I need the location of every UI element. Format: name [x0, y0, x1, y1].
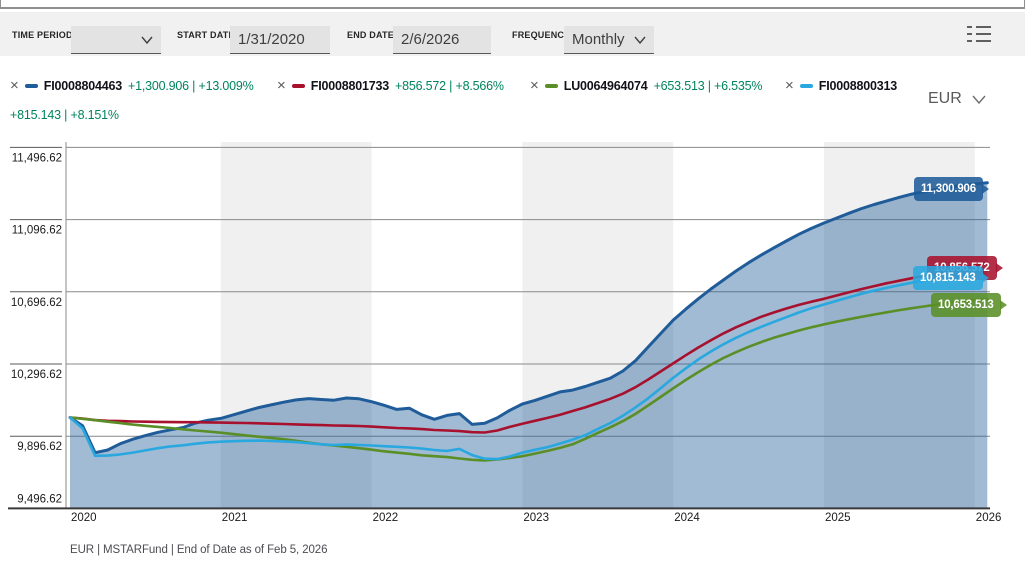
- currency-select[interactable]: EUR: [928, 90, 986, 108]
- remove-series-icon[interactable]: ×: [277, 77, 286, 94]
- chart-plot[interactable]: 11,496.62 11,096.62 10,696.62 10,296.62 9,89…: [0, 140, 1025, 544]
- series-line: [68, 269, 989, 461]
- remove-series-icon[interactable]: ×: [785, 77, 794, 94]
- series-color-dash: [544, 84, 558, 88]
- series-id: FI0008801733: [310, 79, 389, 93]
- series-id: FI0008800313: [818, 79, 897, 93]
- end-value-badge: 11,300.906: [914, 176, 989, 201]
- chevron-down-icon: [634, 36, 646, 44]
- x-axis-label: 2023: [523, 512, 549, 524]
- end-value-badge: 10,815.143: [913, 266, 989, 290]
- series-line: [68, 181, 989, 455]
- legend-list-icon[interactable]: [966, 23, 992, 51]
- start-date-input[interactable]: 1/31/2020: [230, 26, 330, 54]
- legend-item: × FI0008804463 +1,300.906 | +13.009%: [10, 76, 254, 96]
- y-axis-label: 11,096.62: [12, 225, 62, 237]
- end-date-input[interactable]: 2/6/2026: [393, 26, 491, 54]
- x-axis-label: 2021: [222, 512, 248, 524]
- time-period-label: TIME PERIOD: [12, 30, 73, 40]
- chart-area[interactable]: 11,496.62 11,096.62 10,696.62 10,296.62 9,89…: [0, 140, 1025, 544]
- legend-item: × FI0008801733 +856.572 | +8.566%: [277, 76, 504, 96]
- series-change-wrapped: +815.143 | +8.151%: [10, 108, 119, 122]
- series-color-dash: [291, 84, 305, 88]
- frequency-select[interactable]: Monthly: [564, 26, 654, 54]
- time-period-select[interactable]: [71, 26, 161, 54]
- chart-toolbar: TIME PERIOD START DATE 1/31/2020 END DAT…: [0, 12, 1025, 56]
- series-line: [68, 298, 989, 462]
- chart-source-note: EUR | MSTARFund | End of Date as of Feb …: [70, 544, 328, 556]
- x-axis-label: 2020: [71, 512, 97, 524]
- remove-series-icon[interactable]: ×: [10, 77, 19, 94]
- series-color-dash: [24, 84, 38, 88]
- y-axis-label: 10,696.62: [11, 297, 62, 309]
- chevron-down-icon: [141, 36, 153, 44]
- end-value-badge: 10,653.513: [931, 293, 1007, 317]
- start-date-label: START DATE: [177, 30, 235, 40]
- remove-series-icon[interactable]: ×: [530, 77, 539, 94]
- series-id: FI0008804463: [43, 79, 122, 93]
- year-band: [824, 142, 975, 509]
- x-axis-label: 2025: [825, 512, 851, 524]
- end-date-label: END DATE: [347, 30, 394, 40]
- series-change: +653.513 | +6.535%: [653, 79, 763, 93]
- series-change: +856.572 | +8.566%: [395, 79, 504, 93]
- y-axis-label: 9,496.62: [17, 493, 62, 505]
- legend-item: × LU0064964074 +653.513 | +6.535%: [530, 76, 763, 96]
- legend: × FI0008804463 +1,300.906 | +13.009% × FI000…: [0, 60, 1025, 140]
- series-id: LU0064964074: [563, 79, 648, 93]
- y-axis-label: 9,896.62: [17, 441, 62, 453]
- series-color-dash: [799, 84, 813, 88]
- y-axis-label: 11,496.62: [12, 152, 62, 164]
- legend-item: × FI0008800313: [785, 76, 903, 96]
- series-change: +1,300.906 | +13.009%: [128, 79, 254, 93]
- x-axis-label: 2026: [976, 512, 1002, 524]
- x-axis-label: 2022: [373, 512, 399, 524]
- chevron-down-icon: [972, 95, 986, 104]
- area-fill: [70, 182, 988, 509]
- currency-value: EUR: [928, 90, 962, 107]
- y-axis-label: 10,296.62: [11, 369, 62, 381]
- x-axis-label: 2024: [674, 512, 700, 524]
- start-date-value: 1/31/2020: [238, 31, 305, 48]
- frequency-value: Monthly: [572, 31, 625, 48]
- end-date-value: 2/6/2026: [401, 31, 460, 48]
- top-divider: [0, 0, 1025, 9]
- series-line: [68, 261, 989, 434]
- frequency-label: FREQUENCY: [512, 30, 571, 40]
